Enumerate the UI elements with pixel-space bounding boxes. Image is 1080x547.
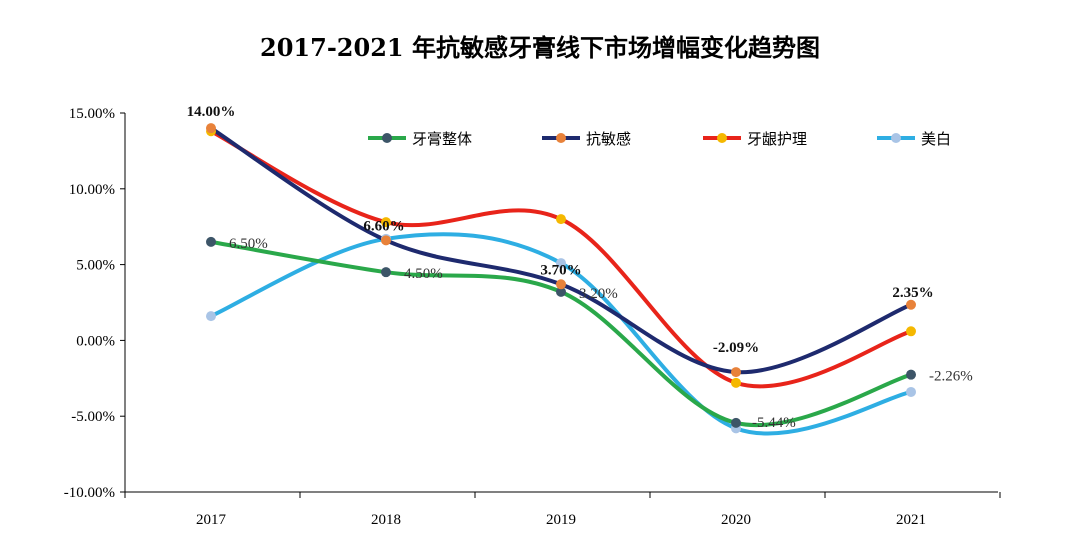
y-tick-label: -5.00% xyxy=(71,409,115,425)
data-label: 2.35% xyxy=(892,285,933,301)
legend-swatch-marker xyxy=(717,133,727,143)
data-point xyxy=(556,214,566,225)
data-point xyxy=(906,326,916,337)
data-point xyxy=(731,367,741,378)
y-tick-label: 5.00% xyxy=(76,258,115,274)
y-tick-label: 10.00% xyxy=(69,182,115,198)
data-label: -5.44% xyxy=(752,415,796,431)
x-tick-label: 2017 xyxy=(196,512,227,528)
data-point xyxy=(906,299,916,310)
series-line-1 xyxy=(209,126,913,375)
legend-label: 美白 xyxy=(921,130,951,148)
legend: 牙膏整体 抗敏感 牙龈护理 美白 xyxy=(368,130,951,148)
x-tick-label: 2019 xyxy=(546,512,576,528)
data-point xyxy=(906,369,916,380)
data-point xyxy=(206,123,216,134)
data-point xyxy=(731,417,741,428)
data-label: 14.00% xyxy=(187,104,236,120)
data-label: 3.20% xyxy=(579,286,618,302)
legend-swatch-marker xyxy=(556,133,566,143)
y-tick-label: 0.00% xyxy=(76,333,115,349)
data-point xyxy=(556,279,566,290)
data-point xyxy=(556,258,566,269)
data-label: 3.70% xyxy=(540,262,581,278)
legend-label: 牙龈护理 xyxy=(747,130,807,148)
data-label: -2.09% xyxy=(713,340,759,356)
x-tick-label: 2020 xyxy=(721,512,751,528)
data-point xyxy=(731,377,741,388)
data-label: -2.26% xyxy=(929,369,973,385)
x-tick-label: 2018 xyxy=(371,512,401,528)
data-label: 6.50% xyxy=(229,236,268,252)
data-label: 4.50% xyxy=(404,266,443,282)
series-markers xyxy=(206,123,916,434)
legend-label: 抗敏感 xyxy=(586,130,631,148)
y-tick-label: 15.00% xyxy=(69,106,115,122)
chart-title: 2017-2021 年抗敏感牙膏线下市场增幅变化趋势图 xyxy=(260,33,820,62)
data-point xyxy=(206,311,216,322)
data-labels: 6.50% 4.50% 3.20% -5.44% -2.26% 14.00% 6.60% 3.… xyxy=(187,104,973,431)
legend-swatch-marker xyxy=(382,133,392,143)
data-point xyxy=(556,286,566,297)
x-tick-label: 2021 xyxy=(896,512,926,528)
data-label: 6.60% xyxy=(363,218,404,234)
legend-swatch-marker xyxy=(891,133,901,143)
y-tick-label: -10.00% xyxy=(64,485,115,501)
legend-label: 牙膏整体 xyxy=(412,130,472,148)
data-point xyxy=(381,267,391,278)
axes: 15.00% 10.00% 5.00% 0.00% -5.00% -10.00% 2017 2… xyxy=(64,106,1001,528)
data-point xyxy=(381,217,391,228)
data-point xyxy=(906,386,916,397)
data-point xyxy=(381,235,391,246)
data-point xyxy=(206,236,216,247)
